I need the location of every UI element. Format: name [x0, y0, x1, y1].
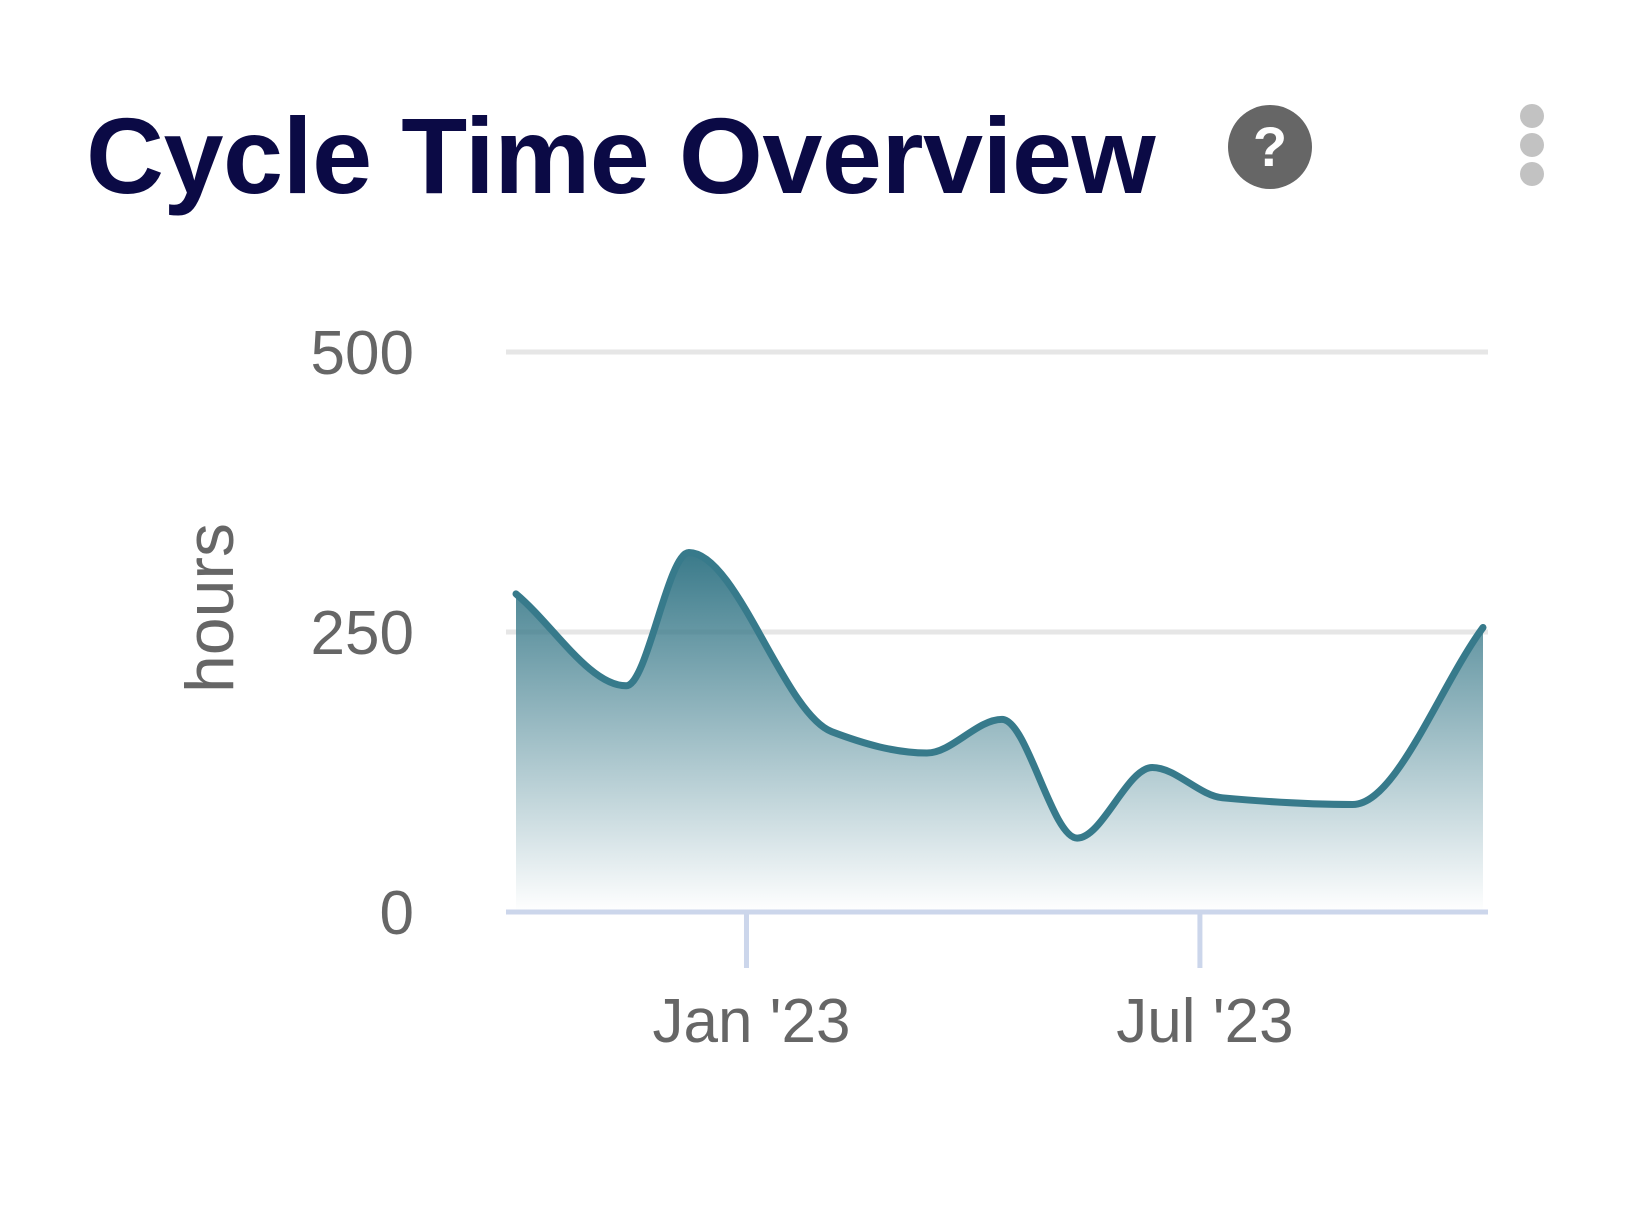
menu-dot [1520, 162, 1544, 186]
question-mark-icon: ? [1252, 115, 1288, 178]
data-point [1077, 838, 1078, 839]
y-axis-label: hours [172, 523, 248, 693]
data-point [1222, 797, 1223, 798]
help-icon[interactable]: ? [1228, 105, 1312, 189]
y-axis-ticks: 0 250 500 [311, 319, 414, 948]
menu-dot [1520, 133, 1544, 157]
data-point [1483, 627, 1484, 628]
x-axis-ticks: Jan '23 Jul '23 [652, 912, 1294, 1056]
more-options-icon[interactable] [1508, 102, 1556, 192]
y-tick-label: 250 [311, 599, 414, 668]
grid-lines [506, 349, 1488, 635]
data-point [626, 685, 627, 686]
chart-title: Cycle Time Overview [86, 95, 1156, 216]
data-point [831, 731, 832, 732]
data-point [1352, 804, 1353, 805]
series-area-fill [516, 552, 1483, 912]
x-tick-label: Jan '23 [652, 987, 850, 1056]
series-line [512, 549, 1487, 842]
data-point [1152, 767, 1153, 768]
y-tick-label: 500 [311, 319, 414, 388]
series-area-group [512, 549, 1487, 912]
data-point [516, 593, 517, 594]
menu-dot [1520, 104, 1544, 128]
x-tick-label: Jul '23 [1116, 987, 1293, 1056]
data-point [1002, 719, 1003, 720]
y-tick-label: 0 [380, 879, 414, 948]
data-point [926, 753, 927, 754]
data-point [688, 552, 689, 553]
